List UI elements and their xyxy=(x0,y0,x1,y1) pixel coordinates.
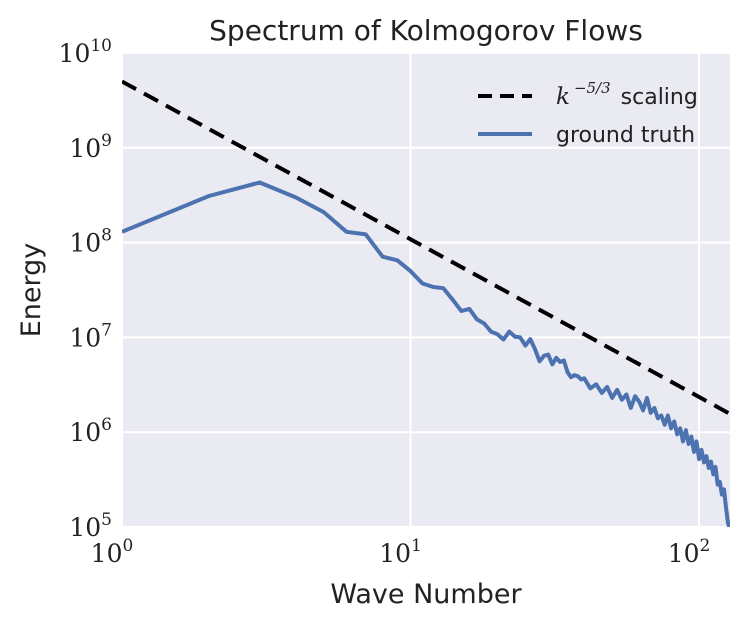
y-tick-label: 109 xyxy=(69,131,112,163)
x-axis-label: Wave Number xyxy=(330,579,522,610)
legend-label-scaling: k −5/3 scaling xyxy=(556,79,698,110)
series-line-scaling xyxy=(122,79,730,416)
y-tick-label: 105 xyxy=(69,510,112,542)
x-tick-label: 100 xyxy=(91,536,134,568)
y-tick-labels: 105 106 107 108 109 1010 xyxy=(59,36,112,542)
plot-background xyxy=(122,53,730,527)
legend: k −5/3 scaling ground truth xyxy=(478,79,698,148)
x-tick-labels: 100 101 102 xyxy=(91,536,711,568)
y-tick-label: 1010 xyxy=(59,36,112,68)
y-axis-label: Energy xyxy=(16,243,47,338)
y-tick-label: 107 xyxy=(69,320,112,352)
legend-label-ground-truth: ground truth xyxy=(556,123,695,148)
y-grid xyxy=(122,52,730,528)
series-lines xyxy=(122,79,730,527)
chart-title: Spectrum of Kolmogorov Flows xyxy=(209,14,643,47)
series-line-ground-truth xyxy=(122,180,730,527)
y-tick-label: 106 xyxy=(69,415,112,447)
y-tick-label: 108 xyxy=(69,226,112,258)
x-tick-label: 101 xyxy=(379,536,422,568)
x-tick-label: 102 xyxy=(668,536,711,568)
